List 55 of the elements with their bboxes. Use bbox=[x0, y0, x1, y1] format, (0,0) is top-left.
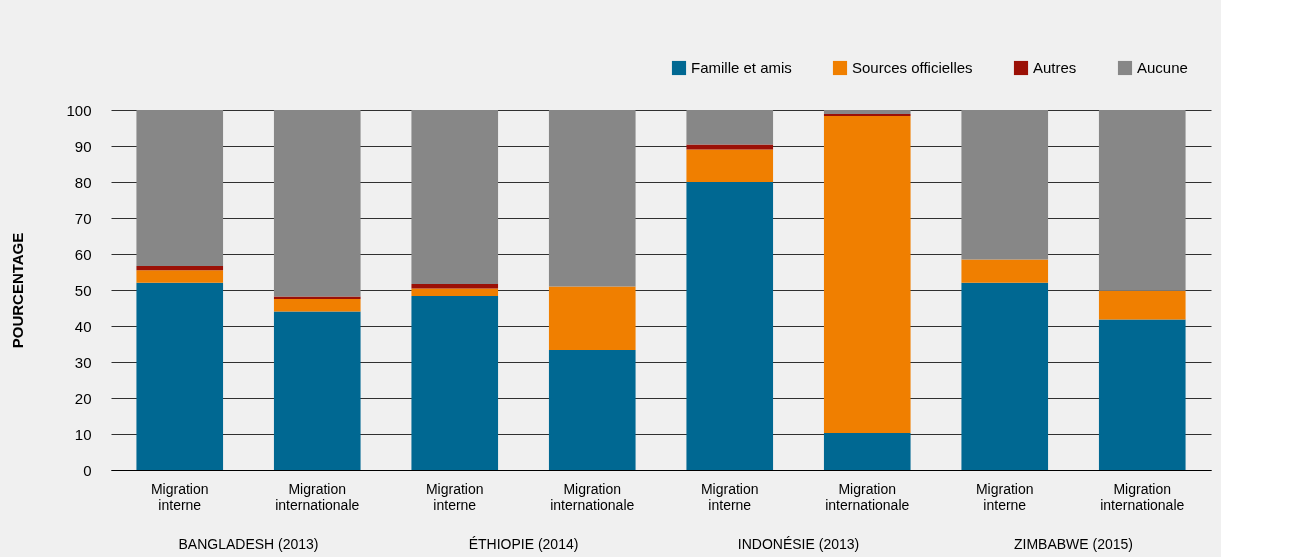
text: BANGLADESH (2013) bbox=[178, 536, 319, 552]
bar bbox=[136, 282, 224, 470]
y-tick-label: 60 bbox=[74, 245, 92, 263]
bar bbox=[686, 110, 774, 145]
bar bbox=[548, 350, 636, 470]
legend-label: Famille et amis bbox=[691, 59, 792, 76]
bar bbox=[273, 299, 361, 312]
bar bbox=[823, 432, 911, 470]
y-tick-label: 50 bbox=[74, 281, 92, 299]
bar bbox=[1098, 110, 1186, 291]
bar bbox=[548, 286, 636, 351]
legend-label: Sources officielles bbox=[852, 59, 973, 76]
y-tick-label: 40 bbox=[74, 317, 92, 335]
bar bbox=[411, 110, 499, 284]
legend-label: Aucune bbox=[1137, 59, 1188, 76]
bar bbox=[136, 265, 224, 271]
text: INDONÉSIE (2013) bbox=[737, 536, 860, 552]
bar bbox=[823, 116, 911, 433]
bar bbox=[686, 182, 774, 470]
bar bbox=[273, 311, 361, 470]
x-tick-label: Migration interne bbox=[700, 480, 759, 513]
x-tick-label: Migration internationale bbox=[825, 480, 910, 513]
bar bbox=[411, 296, 499, 470]
bar bbox=[961, 282, 1049, 470]
bar bbox=[1098, 290, 1186, 320]
bar bbox=[136, 110, 224, 266]
y-tick-label: 30 bbox=[74, 353, 92, 371]
y-tick-label: 70 bbox=[74, 209, 92, 227]
y-tick-label: 100 bbox=[66, 101, 92, 119]
bar bbox=[136, 270, 224, 283]
legend-label: Autres bbox=[1033, 59, 1077, 76]
bar bbox=[686, 149, 774, 182]
x-tick-label: Migration internationale bbox=[550, 480, 635, 513]
bar bbox=[273, 296, 361, 299]
bar bbox=[961, 259, 1049, 283]
y-tick-label: 90 bbox=[74, 137, 92, 155]
bar bbox=[273, 110, 361, 297]
x-tick-label: Migration internationale bbox=[275, 480, 360, 513]
y-tick-label: 0 bbox=[83, 461, 92, 479]
x-tick-label: Migration interne bbox=[150, 480, 209, 513]
x-tick-label: Migration internationale bbox=[1100, 480, 1185, 513]
bar bbox=[1098, 319, 1186, 470]
bar bbox=[686, 144, 774, 150]
y-tick-label: 10 bbox=[74, 425, 92, 443]
bar bbox=[548, 110, 636, 287]
bar bbox=[411, 288, 499, 297]
y-tick-label: 20 bbox=[74, 389, 92, 407]
bar bbox=[961, 110, 1049, 260]
x-tick-label: Migration interne bbox=[425, 480, 484, 513]
y-axis-title: POURCENTAGE bbox=[9, 232, 27, 349]
x-tick-label: Migration interne bbox=[975, 480, 1034, 513]
text: ÉTHIOPIE (2014) bbox=[468, 536, 579, 552]
text: ZIMBABWE (2015) bbox=[1013, 536, 1134, 552]
bar bbox=[411, 283, 499, 289]
y-tick-label: 80 bbox=[74, 173, 92, 191]
